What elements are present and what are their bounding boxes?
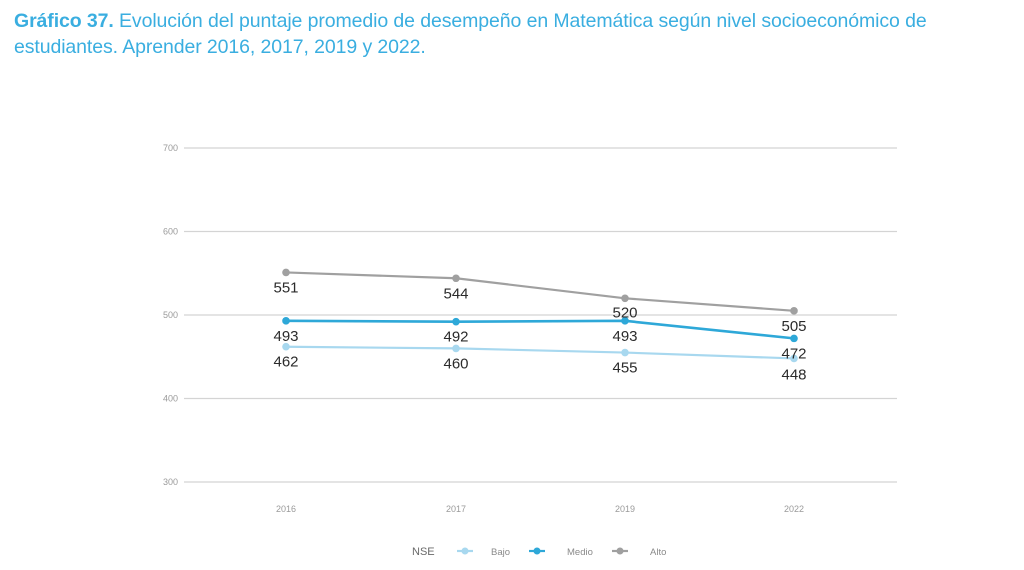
data-label-bajo: 448	[781, 366, 806, 383]
data-point-alto[interactable]	[621, 294, 629, 303]
legend-marker-icon	[616, 547, 624, 555]
y-tick-label: 600	[163, 227, 178, 237]
y-tick-label: 400	[163, 394, 178, 404]
series-line-alto	[285, 271, 795, 312]
data-label-alto: 505	[781, 318, 806, 335]
data-label-medio: 472	[781, 345, 806, 362]
x-tick-label: 2016	[276, 504, 296, 514]
data-point-bajo[interactable]	[452, 344, 460, 353]
data-point-medio[interactable]	[621, 317, 629, 325]
legend-item-bajo[interactable]: Bajo	[457, 547, 510, 558]
gridlines	[184, 147, 897, 483]
series-line-medio	[285, 319, 795, 340]
series-medio	[282, 317, 798, 343]
data-point-bajo[interactable]	[790, 354, 798, 363]
data-label-alto: 520	[612, 304, 637, 321]
x-tick-label: 2019	[615, 504, 635, 514]
data-point-bajo[interactable]	[282, 342, 290, 351]
legend-item-medio[interactable]: Medio	[529, 547, 593, 558]
legend-marker-icon	[533, 547, 541, 555]
series-lines	[282, 268, 798, 363]
data-label-alto: 544	[443, 285, 468, 302]
legend-label: Alto	[650, 547, 666, 558]
y-tick-label: 700	[163, 143, 178, 153]
legend-item-alto[interactable]: Alto	[612, 547, 666, 558]
y-tick-label: 300	[163, 477, 178, 487]
data-label-bajo: 455	[612, 360, 637, 377]
chart-title: Gráfico 37. Evolución del puntaje promed…	[14, 8, 1019, 60]
data-label-medio: 492	[443, 329, 468, 346]
data-label-medio: 493	[612, 328, 637, 345]
y-tick-label: 500	[163, 310, 178, 320]
x-tick-label: 2017	[446, 504, 466, 514]
data-point-alto[interactable]	[452, 274, 460, 283]
data-point-medio[interactable]	[790, 334, 798, 343]
chart-title-text: Evolución del puntaje promedio de desemp…	[14, 10, 927, 58]
x-tick-label: 2022	[784, 504, 804, 514]
chart-number: Gráfico 37.	[14, 10, 114, 32]
data-label-bajo: 462	[273, 354, 298, 371]
series-line-bajo	[285, 345, 795, 360]
series-alto	[282, 268, 798, 315]
data-label-medio: 493	[273, 328, 298, 345]
data-point-bajo[interactable]	[621, 348, 629, 357]
y-axis: 300 400 500 600 700	[163, 143, 178, 487]
legend[interactable]: NSE Bajo Medio Alto	[412, 546, 666, 558]
x-axis: 2016 2017 2019 2022	[276, 504, 804, 514]
data-label-bajo: 460	[443, 355, 468, 372]
legend-label: Bajo	[491, 547, 510, 558]
legend-marker-icon	[461, 547, 469, 555]
data-label-alto: 551	[273, 279, 298, 296]
data-point-medio[interactable]	[452, 317, 460, 326]
data-labels: 462 460 455 448 493 492 493 472 551 544 520 505	[273, 279, 806, 383]
data-point-alto[interactable]	[282, 268, 290, 277]
legend-title: NSE	[412, 546, 435, 558]
data-point-alto[interactable]	[790, 307, 798, 315]
data-point-medio[interactable]	[282, 317, 290, 325]
series-bajo	[282, 342, 798, 363]
legend-label: Medio	[567, 547, 593, 558]
